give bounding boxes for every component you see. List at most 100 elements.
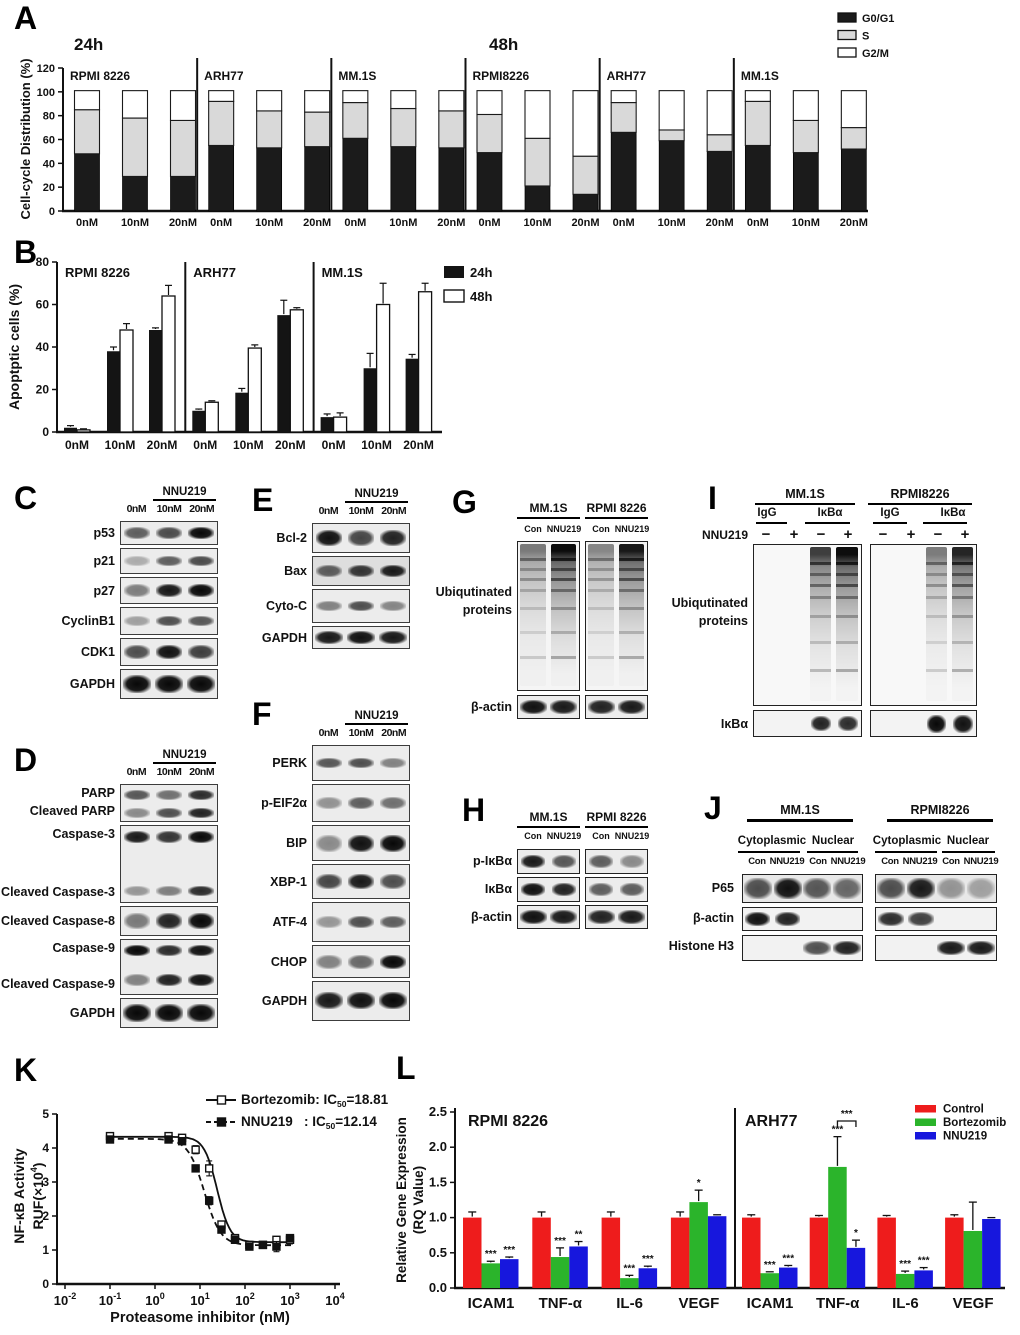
underline [517,517,580,519]
blot-band [348,530,374,546]
smear-band [836,583,859,587]
blot-p65-mm1s [742,874,863,903]
blot-row-label: PARP [81,786,115,800]
underline [807,851,858,853]
smear-band [809,615,832,619]
blot-band [743,878,772,899]
fraction-label: Cytoplasmic [872,835,942,847]
lane-label: NNU219 [546,831,582,841]
smear-band [809,583,832,587]
blot-band [346,992,376,1010]
smear-lane [925,547,947,701]
blot-band [156,831,182,843]
smear-band [925,641,947,645]
dose-label: 0nM [318,505,339,517]
smear-band [588,577,614,581]
dose-label: 20nM [189,503,215,515]
blot-band [188,974,214,986]
blot-row-label: P65 [711,881,734,895]
blot-row-label: CHOP [270,954,307,969]
smear-band [951,572,974,576]
blot-row-label: XBP-1 [270,874,307,889]
underline [747,819,853,822]
blot-band [876,878,906,899]
treatment-label: NNU219 [153,749,216,764]
lane-label: Con [881,856,899,867]
blot-cdk1 [120,638,218,666]
panel-c-label: C [14,480,38,516]
dose-label: 0nM [126,503,147,515]
smear-band [520,558,546,561]
blot-cytoc [312,589,410,623]
underline [942,851,995,853]
blot-band [803,941,832,955]
blot-band [188,615,214,627]
panel-k-label: K [14,1052,38,1088]
blot-band [314,992,344,1010]
lane-label: NNU219 [769,856,805,867]
panel-a-label: A [14,0,38,36]
smear-band [618,607,644,610]
blot-row-label: Caspase-9 [52,941,115,955]
smear-lane [951,547,974,701]
blot-band [186,675,216,693]
blot-band [124,945,150,956]
blot-band [906,878,936,899]
blot-row: p53 [0,521,218,545]
blot-bactin-rpmi [585,905,648,929]
smear-band [550,588,576,592]
blot-row: GAPDH [240,626,410,649]
blot-band [745,912,771,926]
blot-band [188,583,214,598]
blot-row-label: p21 [93,554,115,568]
blot-row: p21 [0,548,218,574]
smear-band [618,567,644,571]
smear-band [520,588,546,592]
underline [517,826,580,828]
blot-band [348,954,374,969]
blot-band [966,878,996,899]
blot-row-label: Ubiqutinated [671,596,748,610]
smear-band [520,577,546,581]
smear-band [809,595,832,599]
blot-band [124,526,150,539]
plus-sign: + [789,526,799,543]
smear-band [951,595,974,599]
blot-band [348,797,374,809]
blot-band [156,912,182,930]
blot-gapdh [120,669,218,699]
plus-sign: + [906,526,916,543]
lane-label: NNU219 [902,856,938,867]
underline [923,522,967,524]
blot-p53 [120,521,218,545]
blot-band [316,874,342,889]
lane-label: Con [942,856,960,867]
blot-band [314,630,344,645]
blot-band [124,615,150,627]
panel-f-blots: NNU219 0nM 10nM 20nM PERK p-EIF2α BIP XBP-… [240,710,410,1024]
dose-label: 20nM [381,505,407,517]
blot-caspase9-strip [121,943,217,958]
blot-row: Caspase-3 Cleaved Caspase-3 [0,825,218,903]
blot-band [316,564,342,578]
blot-band [936,940,966,956]
smear-band [550,607,576,610]
dose-label: 10nM [156,766,182,778]
blot-row-labels: PARP Cleaved PARP [0,784,120,822]
blot-band [124,912,150,930]
blot-histoneh3-mm1s [742,935,863,961]
blot-bcl2 [312,523,410,553]
blot-band [154,675,184,693]
blot-band [380,601,406,611]
panel-d-blots: NNU219 0nM 10nM 20nM PARP Cleaved PARP Cas… [0,749,218,1031]
blot-band [188,644,214,660]
dose-label: 0nM [318,727,339,739]
smear-lane [550,544,576,686]
blot-band [154,1004,184,1022]
blot-row: GAPDH [0,669,218,699]
blot-band [380,530,406,546]
blot-bax [312,556,410,586]
blot-band [378,992,408,1010]
underline [873,522,907,524]
